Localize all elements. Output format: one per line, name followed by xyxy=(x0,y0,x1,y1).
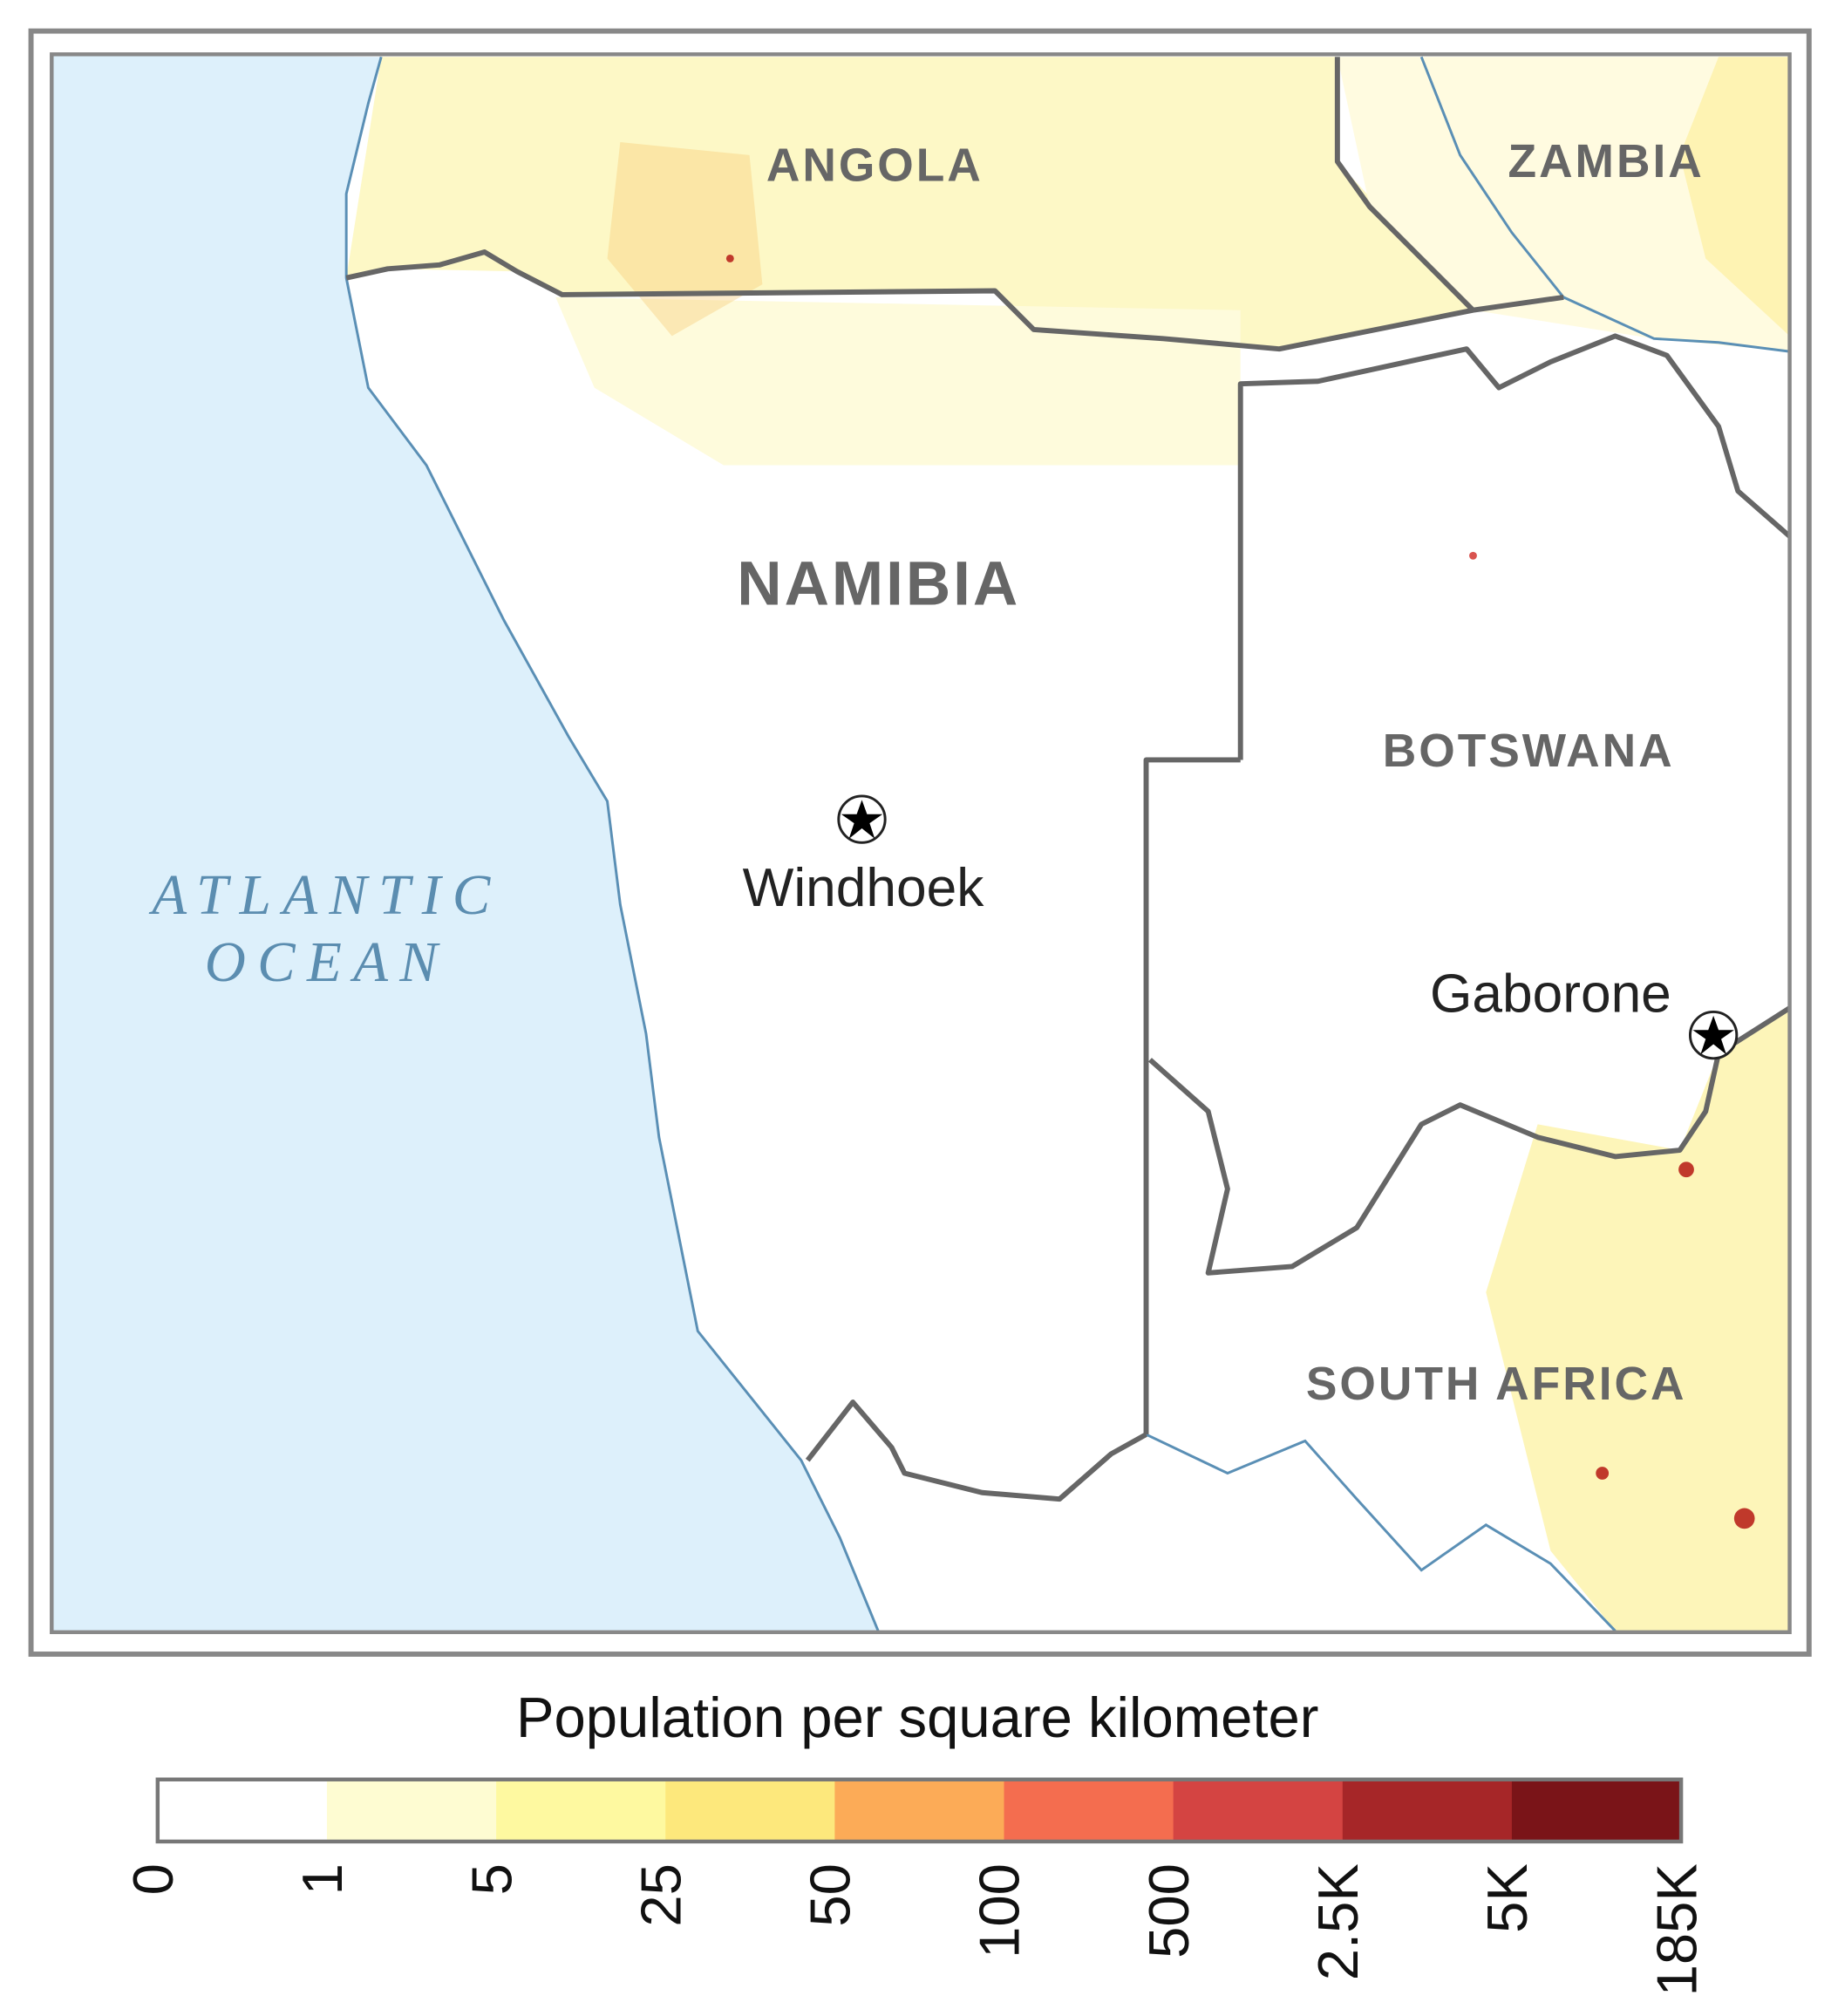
city-cluster xyxy=(1596,1467,1610,1480)
legend-swatch xyxy=(1004,1779,1174,1842)
border xyxy=(345,249,1564,352)
outer-frame xyxy=(28,28,1812,1657)
zambia-east-density xyxy=(1679,57,1790,337)
city-cluster xyxy=(1678,1161,1694,1178)
legend-swatch xyxy=(496,1779,666,1842)
inner-frame xyxy=(50,52,1792,1635)
angola-cluster xyxy=(607,142,763,337)
legend-outline xyxy=(155,1777,1684,1844)
legend-tick-label: 2.5K xyxy=(1306,1863,1370,1980)
legend-tick-label: 50 xyxy=(799,1863,862,1927)
north-namibia-density xyxy=(555,296,1241,466)
south-africa-density xyxy=(1486,1008,1790,1631)
capital-star xyxy=(1692,1015,1734,1055)
country-label: ZAMBIA xyxy=(1508,136,1705,187)
angola-density xyxy=(346,57,1474,350)
legend-tick-label: 25 xyxy=(629,1863,692,1927)
country-label: SOUTH AFRICA xyxy=(1306,1359,1687,1410)
legend-tick-label: 100 xyxy=(968,1863,1031,1958)
legend-tick-label: 5K xyxy=(1475,1863,1539,1933)
legend-swatch xyxy=(1342,1779,1513,1842)
ocean-label: ATLANTIC xyxy=(148,864,501,927)
border xyxy=(805,1400,1147,1502)
ocean xyxy=(51,54,879,1632)
legend-swatch xyxy=(665,1779,836,1842)
river xyxy=(1562,296,1790,353)
river xyxy=(1145,1433,1617,1632)
legend-swatch xyxy=(1173,1779,1344,1842)
capital-marker xyxy=(837,794,887,844)
city-cluster xyxy=(1733,1508,1755,1529)
city-cluster xyxy=(725,254,734,262)
border xyxy=(1334,57,1475,312)
city-cluster xyxy=(1469,551,1477,560)
capital-marker xyxy=(1688,1010,1739,1060)
border xyxy=(1143,757,1241,1435)
legend-swatch xyxy=(1511,1779,1682,1842)
legend-tick-label: 5 xyxy=(459,1863,523,1895)
ocean-label: OCEAN xyxy=(205,931,449,994)
capital-star xyxy=(841,800,883,839)
coastline xyxy=(344,56,881,1633)
border xyxy=(1237,333,1792,760)
legend-swatch xyxy=(326,1779,497,1842)
legend-tick-label: 1 xyxy=(290,1863,354,1895)
border xyxy=(1148,1005,1792,1276)
legend-tick-label: 185K xyxy=(1644,1863,1708,1996)
city-label: Gaborone xyxy=(1430,964,1671,1024)
legend-swatch xyxy=(157,1779,328,1842)
legend-tick-label: 500 xyxy=(1137,1863,1201,1958)
city-label: Windhoek xyxy=(743,858,985,918)
country-label: NAMIBIA xyxy=(737,550,1020,619)
legend-tick-label: 0 xyxy=(121,1863,185,1895)
river xyxy=(1419,56,1565,298)
country-label: BOTSWANA xyxy=(1383,725,1675,777)
legend-bar: 0 1 5 25 50 100 500 2.5K 5K 185K xyxy=(121,1777,1708,1996)
legend-title: Population per square kilometer xyxy=(516,1686,1318,1749)
country-label: ANGOLA xyxy=(766,140,984,192)
legend-swatch xyxy=(834,1779,1005,1842)
